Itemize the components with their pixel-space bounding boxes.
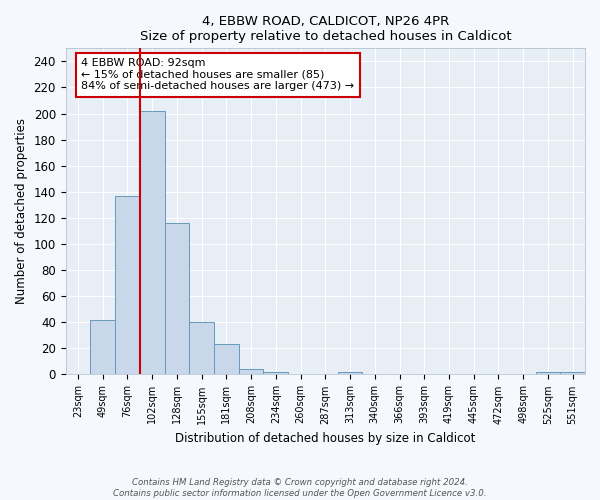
Bar [338, 372, 362, 374]
Bar [190, 322, 214, 374]
Bar [536, 372, 560, 374]
Bar [239, 369, 263, 374]
Text: 4 EBBW ROAD: 92sqm
← 15% of detached houses are smaller (85)
84% of semi-detache: 4 EBBW ROAD: 92sqm ← 15% of detached hou… [81, 58, 355, 92]
Bar [164, 223, 190, 374]
Bar [140, 111, 164, 374]
X-axis label: Distribution of detached houses by size in Caldicot: Distribution of detached houses by size … [175, 432, 476, 445]
Bar [91, 320, 115, 374]
Bar [560, 372, 585, 374]
Text: Contains HM Land Registry data © Crown copyright and database right 2024.
Contai: Contains HM Land Registry data © Crown c… [113, 478, 487, 498]
Y-axis label: Number of detached properties: Number of detached properties [15, 118, 28, 304]
Title: 4, EBBW ROAD, CALDICOT, NP26 4PR
Size of property relative to detached houses in: 4, EBBW ROAD, CALDICOT, NP26 4PR Size of… [140, 15, 511, 43]
Bar [214, 344, 239, 374]
Bar [263, 372, 288, 374]
Bar [115, 196, 140, 374]
